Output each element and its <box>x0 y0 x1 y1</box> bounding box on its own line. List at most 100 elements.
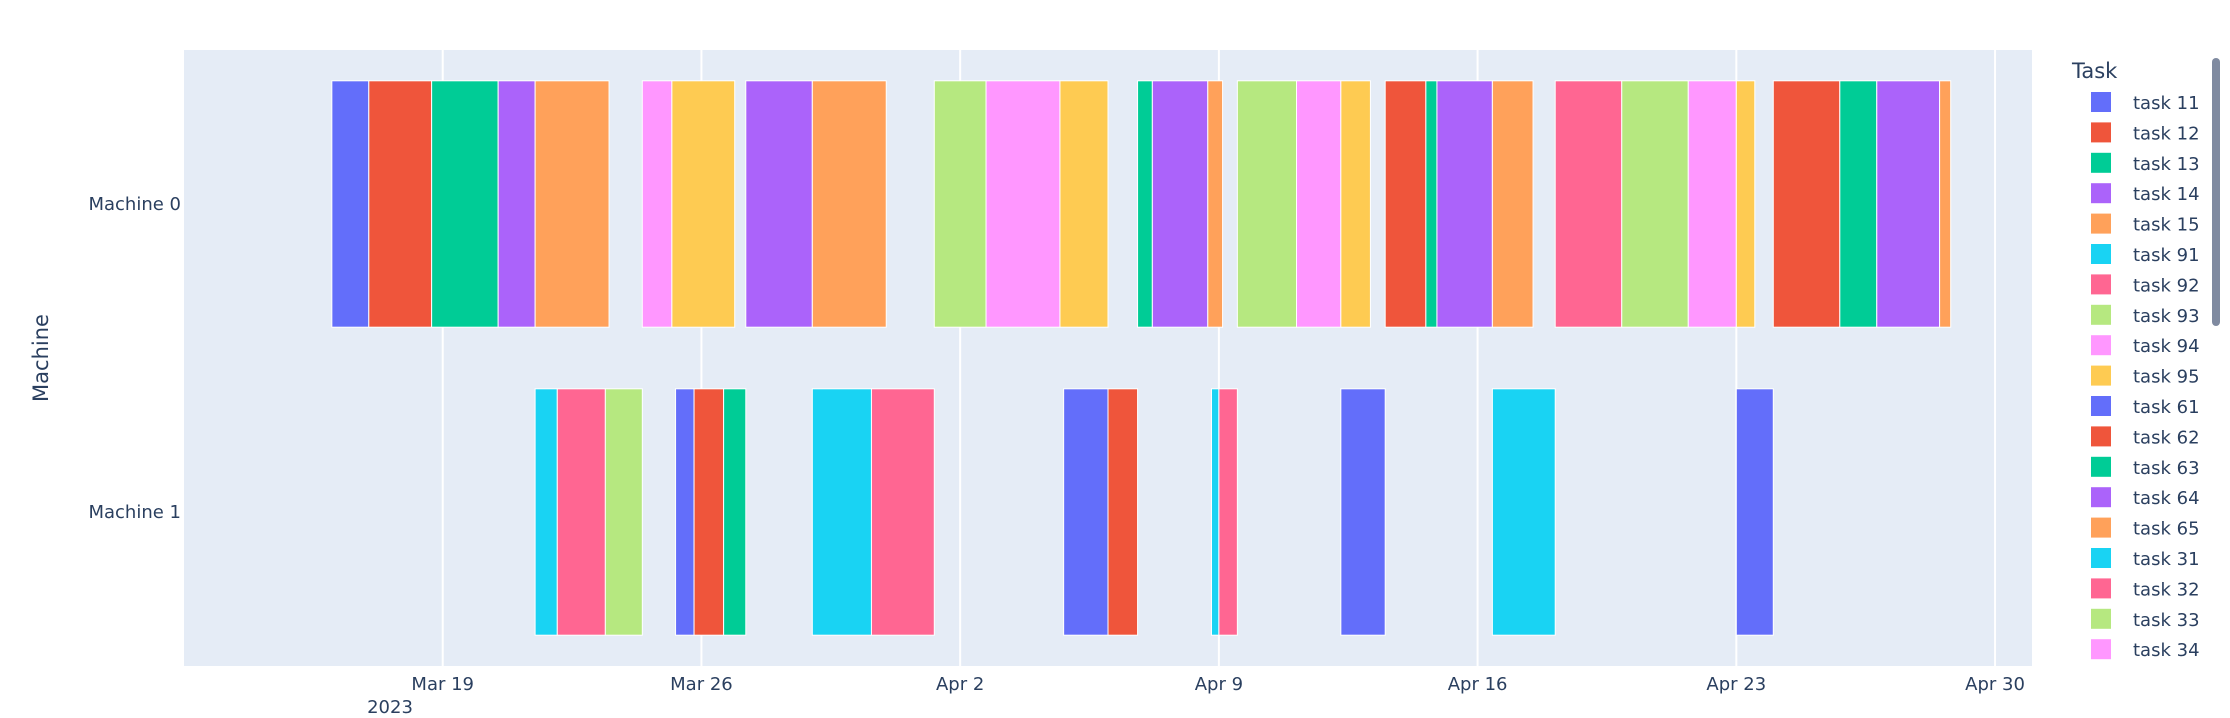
legend-label[interactable]: task 15 <box>2133 215 2200 236</box>
legend-label[interactable]: task 14 <box>2133 184 2200 205</box>
gantt-bar[interactable] <box>985 80 1061 328</box>
legend-swatch[interactable] <box>2091 183 2111 204</box>
legend-swatch[interactable] <box>2091 426 2111 447</box>
legend-scrollbar[interactable] <box>2212 58 2220 326</box>
legend-swatch[interactable] <box>2091 304 2111 325</box>
legend-swatch[interactable] <box>2091 396 2111 416</box>
gantt-bar[interactable] <box>1384 80 1427 328</box>
legend-label[interactable]: task 32 <box>2133 579 2200 600</box>
gantt-bar[interactable] <box>933 80 987 328</box>
gantt-bar[interactable] <box>1839 80 1878 328</box>
gantt-bar[interactable] <box>1939 80 1952 328</box>
legend-label[interactable]: task 34 <box>2133 640 2200 661</box>
task-bars <box>331 80 1952 636</box>
x-axis-ticks: Mar 19 Mar 26 Apr 2 Apr 9 Apr 16 Apr 23 Apr 30 <box>411 674 2024 695</box>
gantt-bar[interactable] <box>331 80 370 328</box>
x-tick-label: Mar 26 <box>670 674 733 695</box>
gantt-bar[interactable] <box>811 388 872 636</box>
y-axis-title: Machine <box>29 314 53 402</box>
gantt-bar[interactable] <box>723 388 747 636</box>
gantt-bar[interactable] <box>556 388 606 636</box>
gantt-bar[interactable] <box>497 80 536 328</box>
legend-label[interactable]: task 95 <box>2133 367 2200 388</box>
legend-swatch[interactable] <box>2091 608 2111 629</box>
legend-swatch[interactable] <box>2091 122 2111 143</box>
gantt-bar[interactable] <box>1218 388 1238 636</box>
gantt-bar[interactable] <box>1207 80 1224 328</box>
gantt-bar[interactable] <box>431 80 499 328</box>
gantt-bar[interactable] <box>1491 388 1556 636</box>
legend-swatch[interactable] <box>2091 274 2111 295</box>
gantt-bar[interactable] <box>1735 80 1756 328</box>
y-tick-label: Machine 0 <box>88 194 181 215</box>
legend-label[interactable]: task 65 <box>2133 519 2200 540</box>
legend[interactable]: task 11 task 12 task 13 task 14 task 15 task … <box>2091 92 2200 661</box>
legend-label[interactable]: task 31 <box>2133 549 2200 570</box>
legend-label[interactable]: task 64 <box>2133 488 2200 509</box>
gantt-bar[interactable] <box>675 388 695 636</box>
gantt-bar[interactable] <box>870 388 935 636</box>
gantt-bar[interactable] <box>1876 80 1941 328</box>
legend-label[interactable]: task 33 <box>2133 610 2200 631</box>
gantt-bar[interactable] <box>1554 80 1623 328</box>
gantt-bar[interactable] <box>1236 80 1297 328</box>
legend-label[interactable]: task 93 <box>2133 306 2200 327</box>
y-tick-label: Machine 1 <box>88 502 181 523</box>
gantt-bar[interactable] <box>1295 80 1342 328</box>
legend-swatch[interactable] <box>2091 335 2111 356</box>
legend-label[interactable]: task 91 <box>2133 245 2200 266</box>
legend-label[interactable]: task 62 <box>2133 427 2200 448</box>
x-axis-year-label: 2023 <box>367 697 413 718</box>
legend-label[interactable]: task 11 <box>2133 93 2200 114</box>
legend-swatch[interactable] <box>2091 548 2111 568</box>
gantt-bar[interactable] <box>534 388 558 636</box>
legend-swatch[interactable] <box>2091 578 2111 599</box>
x-tick-label: Apr 30 <box>1965 674 2025 695</box>
gantt-bar[interactable] <box>641 80 673 328</box>
gantt-bar[interactable] <box>1735 388 1774 636</box>
gantt-bar[interactable] <box>1340 388 1386 636</box>
gantt-bar[interactable] <box>1107 388 1139 636</box>
legend-swatch[interactable] <box>2091 487 2111 508</box>
legend-label[interactable]: task 94 <box>2133 336 2200 357</box>
legend-swatch[interactable] <box>2091 517 2111 538</box>
gantt-bar[interactable] <box>1210 388 1220 636</box>
gantt-bar[interactable] <box>1772 80 1841 328</box>
legend-swatch[interactable] <box>2091 152 2111 173</box>
legend-swatch[interactable] <box>2091 639 2111 660</box>
legend-label[interactable]: task 61 <box>2133 397 2200 418</box>
gantt-bar[interactable] <box>1151 80 1209 328</box>
gantt-bar[interactable] <box>745 80 813 328</box>
legend-swatch[interactable] <box>2091 92 2111 112</box>
legend-swatch[interactable] <box>2091 456 2111 477</box>
gantt-bar[interactable] <box>1137 80 1153 328</box>
gantt-bar[interactable] <box>671 80 736 328</box>
legend-label[interactable]: task 63 <box>2133 458 2200 479</box>
legend-swatch[interactable] <box>2091 213 2111 234</box>
legend-label[interactable]: task 13 <box>2133 154 2200 175</box>
legend-title: Task <box>2071 59 2118 83</box>
legend-swatch[interactable] <box>2091 244 2111 264</box>
legend-swatch[interactable] <box>2091 365 2111 386</box>
gantt-bar[interactable] <box>534 80 610 328</box>
gantt-bar[interactable] <box>1425 80 1438 328</box>
gantt-bar[interactable] <box>1063 388 1109 636</box>
gantt-bar[interactable] <box>368 80 433 328</box>
x-tick-label: Apr 23 <box>1706 674 1766 695</box>
legend-label[interactable]: task 12 <box>2133 123 2200 144</box>
y-axis-ticks: Machine 0 Machine 1 <box>88 194 181 523</box>
gantt-bar[interactable] <box>1621 80 1689 328</box>
gantt-bar[interactable] <box>1340 80 1371 328</box>
x-tick-label: Apr 9 <box>1195 674 1243 695</box>
gantt-bar[interactable] <box>1687 80 1737 328</box>
gantt-bar[interactable] <box>1436 80 1493 328</box>
x-tick-label: Apr 2 <box>936 674 984 695</box>
gantt-bar[interactable] <box>604 388 643 636</box>
legend-label[interactable]: task 92 <box>2133 275 2200 296</box>
gantt-bar[interactable] <box>1491 80 1534 328</box>
gantt-bar[interactable] <box>693 388 725 636</box>
gantt-bar[interactable] <box>1059 80 1109 328</box>
gantt-bar[interactable] <box>811 80 887 328</box>
x-tick-label: Mar 19 <box>411 674 474 695</box>
